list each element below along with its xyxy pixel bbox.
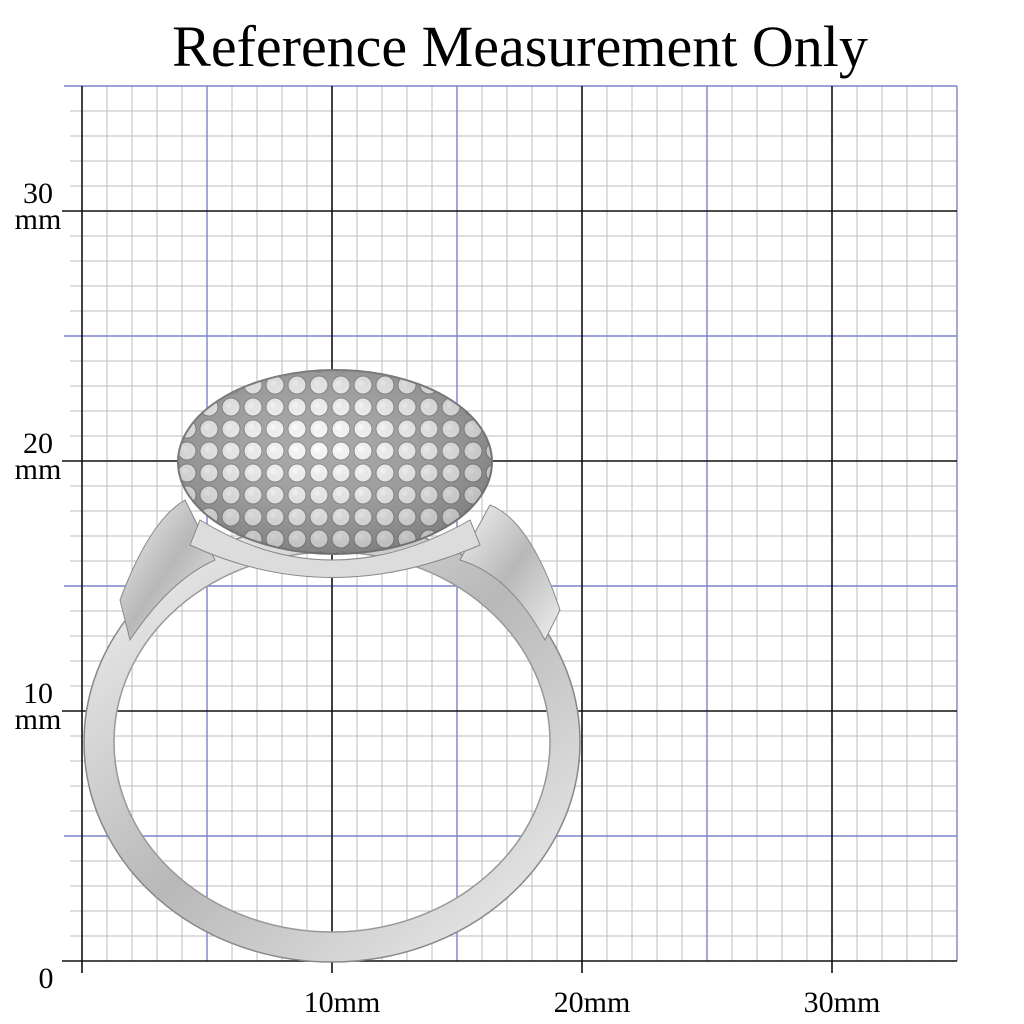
ring-photo: [83, 369, 581, 963]
origin-label: 0: [39, 962, 54, 995]
x-label: 20mm: [554, 986, 631, 1019]
title: Reference Measurement Only: [172, 14, 868, 79]
y-label-number: 10: [23, 677, 53, 710]
x-label: 10mm: [304, 986, 381, 1019]
y-label-unit: mm: [15, 703, 62, 736]
x-label: 30mm: [804, 986, 881, 1019]
ring-shoulder: [459, 504, 561, 642]
y-label-unit: mm: [15, 453, 62, 486]
ring-gallery: [189, 519, 481, 578]
y-label-number: 30: [23, 177, 53, 210]
y-label-number: 20: [23, 427, 53, 460]
pave-dome-shade: [178, 370, 492, 554]
y-label-unit: mm: [15, 203, 62, 236]
